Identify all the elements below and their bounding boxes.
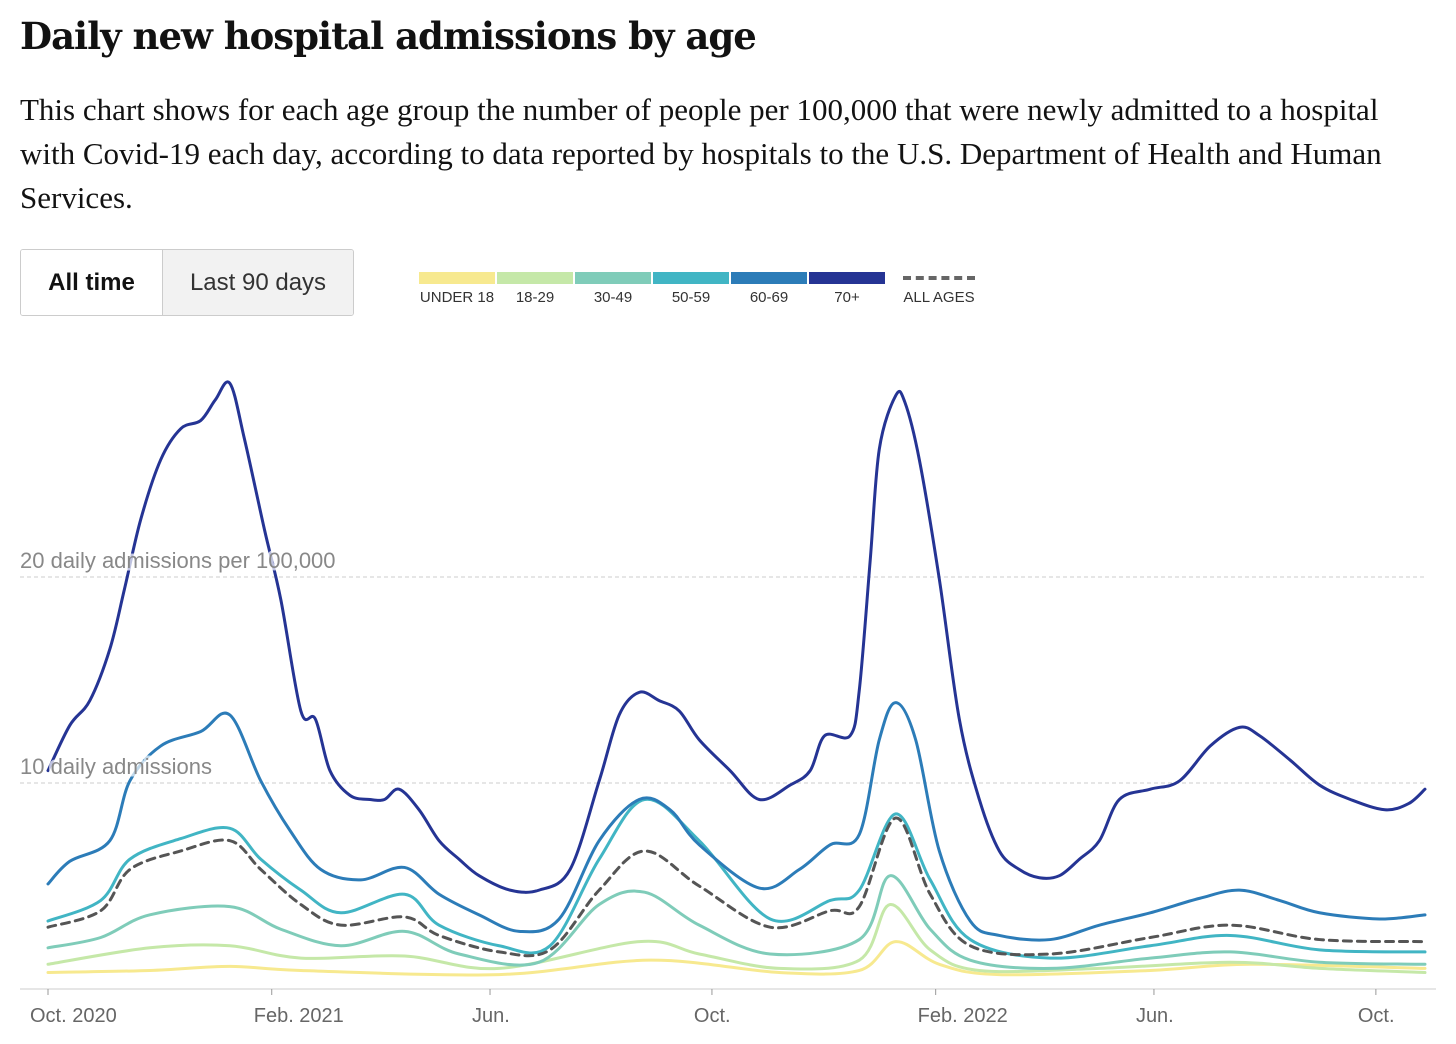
x-tick-label: Oct. — [694, 1005, 731, 1027]
y-tick-label: 20 daily admissions per 100,000 — [20, 548, 336, 573]
chart-title: Daily new hospital admissions by age — [20, 14, 757, 58]
legend-swatch — [809, 272, 885, 284]
legend-item-18-29: 18-29 — [497, 272, 573, 306]
legend-swatch — [575, 272, 651, 284]
x-tick-label: Feb. 2022 — [918, 1005, 1008, 1027]
x-tick-label: Oct. 2020 — [30, 1005, 117, 1027]
legend-label: UNDER 18 — [419, 289, 495, 306]
legend-label: 30-49 — [593, 289, 633, 306]
legend-label: 18-29 — [515, 289, 555, 306]
legend-item-70-plus: 70+ — [809, 272, 885, 306]
y-tick-label: 10 daily admissions — [20, 754, 212, 779]
last-90-days-button[interactable]: Last 90 days — [163, 250, 353, 315]
legend-swatch — [731, 272, 807, 284]
legend-item-all-ages: ALL AGES — [901, 272, 977, 306]
time-range-toggle: All time Last 90 days — [20, 249, 354, 316]
legend-item-under-18: UNDER 18 — [419, 272, 495, 306]
legend-item-30-49: 30-49 — [575, 272, 651, 306]
legend-swatch — [497, 272, 573, 284]
legend-label: 70+ — [834, 289, 860, 306]
legend: UNDER 18 18-29 30-49 50-59 60-69 70+ ALL… — [419, 272, 977, 306]
legend-label: ALL AGES — [903, 289, 975, 306]
series-line-60-69 — [46, 701, 1427, 942]
series-line-all-ages — [46, 816, 1427, 958]
legend-label: 60-69 — [749, 289, 789, 306]
series-line-18-29 — [46, 903, 1427, 975]
x-tick-label: Feb. 2021 — [254, 1005, 344, 1027]
x-tick-label: Jun. — [472, 1005, 510, 1027]
legend-item-50-59: 50-59 — [653, 272, 729, 306]
series-line-50-59 — [46, 797, 1427, 960]
chart-description: This chart shows for each age group the … — [20, 92, 1382, 215]
series-line-30-49 — [46, 874, 1427, 970]
series-line-70- — [46, 380, 1427, 894]
legend-item-60-69: 60-69 — [731, 272, 807, 306]
x-tick-label: Oct. — [1358, 1005, 1395, 1027]
series-line-under-18 — [46, 940, 1427, 977]
legend-swatch — [653, 272, 729, 284]
legend-dash — [903, 276, 975, 280]
legend-label: 50-59 — [671, 289, 711, 306]
legend-swatch — [419, 272, 495, 284]
x-tick-label: Jun. — [1136, 1005, 1174, 1027]
all-time-button[interactable]: All time — [21, 250, 163, 315]
